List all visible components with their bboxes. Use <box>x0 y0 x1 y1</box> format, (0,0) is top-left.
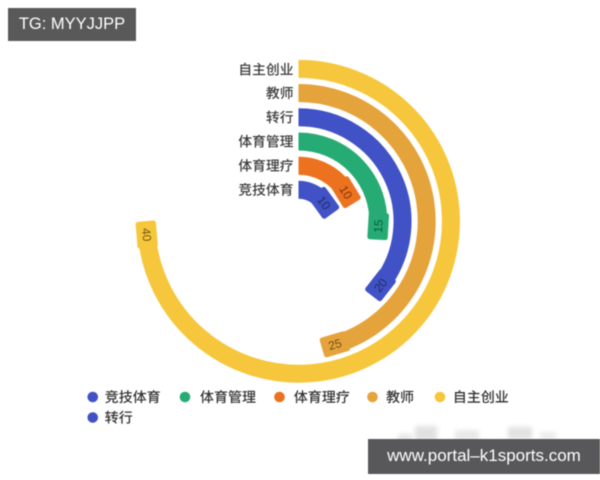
svg-text:25: 25 <box>327 336 344 353</box>
svg-text:40: 40 <box>139 227 154 242</box>
svg-text:15: 15 <box>371 219 386 234</box>
